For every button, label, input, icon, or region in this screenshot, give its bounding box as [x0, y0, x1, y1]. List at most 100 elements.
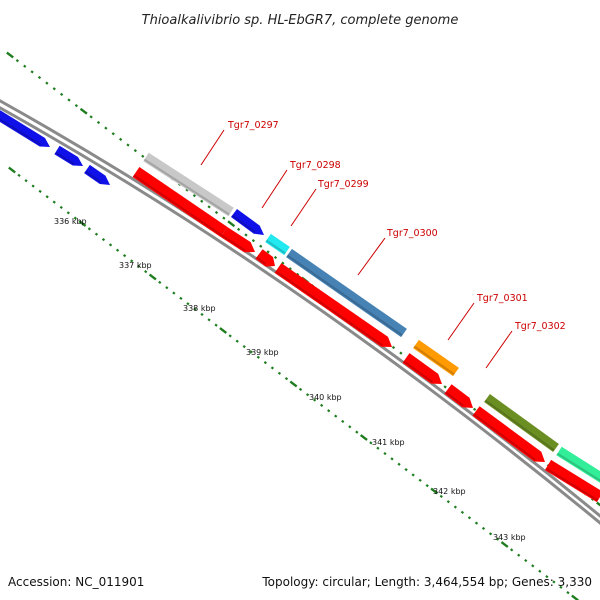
gene-label-leader — [357, 237, 386, 276]
minor-tick — [517, 553, 521, 557]
minor-tick — [17, 173, 21, 177]
feature-shade — [545, 467, 599, 502]
backbone-line-inner — [0, 106, 600, 525]
minor-tick — [263, 360, 267, 365]
feature-shade — [133, 174, 223, 237]
minor-tick — [404, 467, 408, 472]
minor-tick — [277, 371, 282, 375]
feature-Tgr7_0298 — [231, 209, 264, 235]
feature-shade — [556, 452, 600, 482]
minor-tick — [244, 233, 248, 237]
minor-tick — [312, 398, 317, 402]
feature-shade — [473, 413, 536, 461]
minor-tick — [281, 261, 285, 265]
kbp-label: 342 kbp — [433, 487, 466, 496]
minor-tick — [111, 132, 115, 136]
feature-shade — [0, 118, 42, 146]
minor-tick — [443, 385, 447, 389]
gene-label: Tgr7_0297 — [227, 120, 279, 131]
minor-tick — [200, 312, 204, 317]
minor-tick — [214, 323, 218, 327]
feature-shade — [84, 170, 102, 184]
gene-label-leader — [200, 129, 225, 166]
feature-shade — [403, 360, 433, 383]
major-tick — [148, 273, 157, 281]
feature-shade — [275, 270, 383, 346]
minor-tick — [327, 409, 331, 413]
minor-tick — [192, 194, 196, 198]
minor-tick — [89, 115, 93, 119]
minor-tick — [341, 419, 345, 424]
reverse-gene-arrow — [444, 384, 473, 408]
minor-tick — [141, 154, 145, 158]
reverse-gene-arrow — [274, 263, 392, 347]
minor-tick — [66, 211, 70, 215]
minor-tick — [126, 143, 130, 147]
accession-text: Accession: NC_011901 — [8, 575, 144, 589]
gene-label: Tgr7_0298 — [289, 160, 341, 171]
forward-strand-features — [0, 110, 600, 483]
feature-Tgr7_0301 — [413, 339, 459, 377]
minor-tick — [235, 339, 239, 343]
minor-tick — [137, 264, 141, 268]
minor-tick — [251, 239, 255, 243]
gene-label-leader — [261, 169, 288, 209]
minor-tick — [383, 451, 387, 456]
kbp-label: 338 kbp — [183, 304, 216, 313]
minor-tick — [172, 291, 176, 295]
minor-tick — [87, 227, 92, 231]
minor-tick — [52, 87, 56, 91]
minor-tick — [320, 403, 324, 408]
feature-shade — [286, 254, 403, 337]
reverse-gene-arrow — [472, 406, 545, 462]
minor-tick — [15, 59, 19, 63]
feature-Tgr7_0297 — [143, 152, 234, 217]
kbp-label: 340 kbp — [309, 393, 342, 402]
minor-tick — [94, 232, 99, 236]
minor-tick — [60, 92, 64, 96]
minor-tick — [439, 494, 443, 498]
kbp-label: 336 kbp — [54, 217, 87, 226]
minor-tick — [355, 430, 359, 434]
minor-tick — [73, 216, 77, 220]
feature-shade — [143, 158, 230, 216]
major-tick — [500, 541, 509, 548]
feature-blue-gene-1 — [0, 110, 50, 147]
minor-tick — [144, 270, 148, 274]
minor-tick — [545, 574, 549, 579]
minor-tick — [531, 564, 535, 568]
major-tick — [78, 220, 87, 227]
minor-tick — [165, 286, 169, 290]
feature-green-gene — [556, 446, 600, 483]
feature-Tgr7_0300 — [286, 248, 407, 338]
feature-shade — [484, 399, 555, 452]
minor-tick — [446, 500, 450, 504]
minor-tick — [510, 548, 514, 552]
major-tick — [359, 434, 368, 441]
minor-tick — [45, 195, 49, 199]
minor-tick — [418, 478, 422, 482]
minor-tick — [119, 137, 123, 141]
gene-labels: Tgr7_0297 Tgr7_0298 Tgr7_0299 Tgr7_0300 … — [200, 120, 566, 369]
minor-tick — [270, 366, 275, 370]
minor-tick — [453, 505, 457, 509]
major-tick — [79, 107, 88, 115]
minor-tick — [552, 580, 556, 584]
minor-tick — [334, 414, 338, 418]
major-tick — [571, 594, 579, 600]
minor-tick — [31, 184, 35, 188]
minor-tick — [45, 81, 49, 85]
gene-label: Tgr7_0301 — [476, 293, 528, 304]
minor-tick — [391, 345, 396, 350]
minor-tick — [96, 120, 101, 125]
reverse-gene-arrow — [132, 167, 228, 237]
minor-tick — [559, 585, 563, 589]
minor-tick — [242, 344, 246, 349]
minor-tick — [158, 280, 162, 284]
major-tick — [219, 327, 228, 334]
feature-Tgr7_0299 — [265, 233, 290, 256]
gene-label-leader — [485, 330, 513, 369]
feature-Tgr7_0302 — [484, 394, 559, 452]
minor-tick — [399, 351, 403, 355]
